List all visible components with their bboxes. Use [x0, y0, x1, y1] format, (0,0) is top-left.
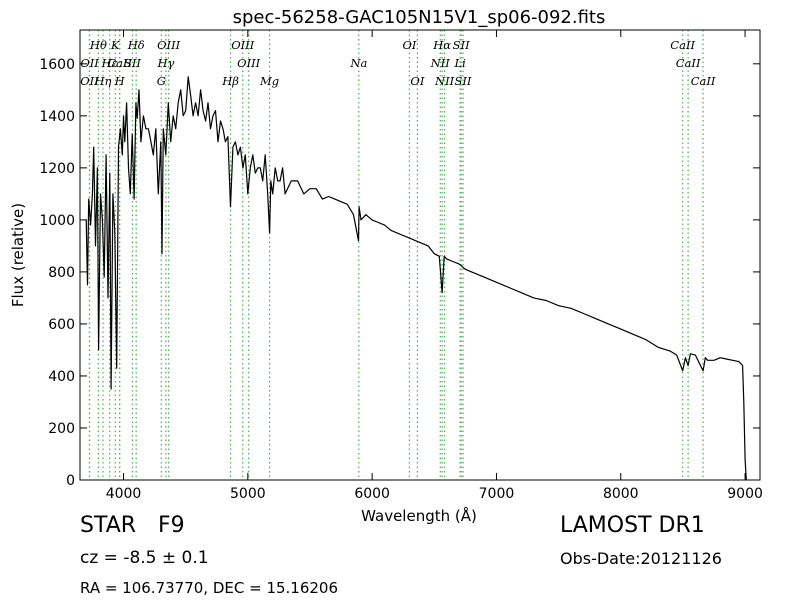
object-class: STAR F9 [80, 513, 185, 538]
line-label: SII [453, 38, 470, 52]
line-label: NII [430, 56, 451, 70]
subclass-label: F9 [158, 513, 185, 538]
line-label: CaII [670, 38, 695, 52]
y-axis-ticks: 0 200 400 600 800 1000 1200 1400 1600 [39, 57, 760, 489]
y-tick-label: 1200 [39, 161, 75, 177]
y-tick-label: 0 [66, 473, 75, 489]
line-label: Hβ [221, 74, 239, 88]
line-label: CaII [107, 56, 132, 70]
y-tick-label: 800 [48, 265, 75, 281]
line-label: H [114, 74, 126, 88]
line-label: Hγ [156, 56, 174, 70]
chart-title: spec-56258-GAC105N15V1_sp06-092.fits [233, 7, 606, 28]
x-tick-label: 4000 [106, 486, 142, 502]
line-label: SII [124, 56, 141, 70]
x-axis-ticks: 4000 5000 6000 7000 8000 9000 [106, 30, 763, 502]
y-tick-label: 400 [48, 369, 75, 385]
x-tick-label: 9000 [727, 486, 763, 502]
line-label: Hε [101, 56, 118, 70]
line-label: SII [455, 74, 472, 88]
line-label: G [157, 74, 166, 88]
line-label: Na [349, 56, 367, 70]
y-tick-label: 1400 [39, 109, 75, 125]
y-axis-label: Flux (relative) [9, 203, 27, 307]
line-label: NII [434, 74, 455, 88]
x-tick-label: 7000 [479, 486, 515, 502]
line-label: OI [410, 74, 424, 88]
spectrum-series-line [85, 76, 747, 481]
line-label: K [110, 38, 121, 52]
line-label: OII [80, 56, 99, 70]
line-label: CaII [691, 74, 716, 88]
redshift-text: cz = -8.5 ± 0.1 [80, 548, 209, 568]
coordinates-text: RA = 106.73770, DEC = 15.16206 [80, 579, 339, 597]
x-tick-label: 5000 [230, 486, 266, 502]
line-label: OII [80, 74, 99, 88]
plot-frame [79, 29, 761, 481]
y-tick-label: 1600 [39, 57, 75, 73]
y-tick-label: 200 [48, 421, 75, 437]
line-label: CaII [676, 56, 701, 70]
line-label: Hη [94, 74, 112, 88]
line-label: Li [453, 56, 466, 70]
y-tick-label: 1000 [39, 213, 75, 229]
line-label: OI [402, 38, 416, 52]
x-axis-label: Wavelength (Å) [361, 506, 477, 525]
line-label: OIII [231, 38, 255, 52]
line-label: OIII [237, 56, 261, 70]
survey-label: LAMOST DR1 [560, 513, 705, 538]
line-label: Hθ [89, 38, 107, 52]
line-label: Mg [259, 74, 279, 88]
line-label: Hδ [127, 38, 145, 52]
line-label: OIII [157, 38, 181, 52]
line-label: Hα [432, 38, 451, 52]
obs-date-text: Obs-Date:20121126 [560, 549, 722, 568]
x-tick-label: 6000 [354, 486, 390, 502]
class-label: STAR [80, 513, 137, 538]
y-tick-label: 600 [48, 317, 75, 333]
x-tick-label: 8000 [603, 486, 639, 502]
